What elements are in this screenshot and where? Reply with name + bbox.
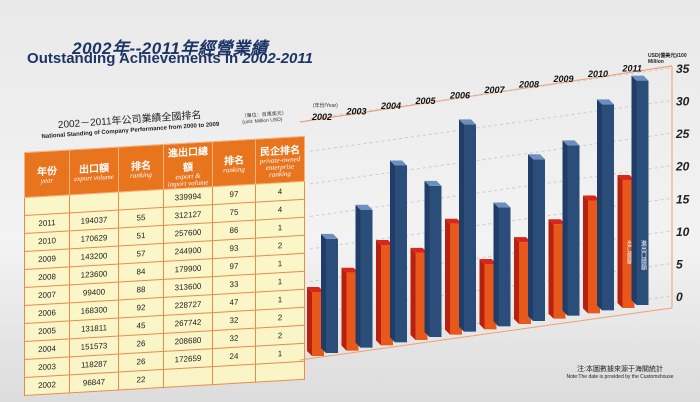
bar-total xyxy=(464,124,476,332)
y-axis-label: USD(億美元)/100 Million xyxy=(648,53,687,65)
x-tick-label: 2006 xyxy=(449,90,471,100)
bar-side xyxy=(528,154,533,321)
gridline xyxy=(309,100,673,152)
y-tick-label: 20 xyxy=(675,160,690,174)
gridline xyxy=(309,67,673,120)
bar-top xyxy=(321,233,338,239)
bar-side xyxy=(307,286,312,356)
bar-top xyxy=(459,119,476,125)
x-tick-label: 2005 xyxy=(415,96,437,106)
bar-total xyxy=(498,207,511,327)
bar-top xyxy=(445,218,462,224)
gridline xyxy=(309,132,673,185)
bar-total xyxy=(636,80,649,305)
y-tick-label: 0 xyxy=(676,290,683,304)
bar-side xyxy=(479,258,485,330)
note-cn: 注:本圖數據來源于海關統計 xyxy=(577,366,663,373)
bar-top xyxy=(514,237,531,243)
top-axis-line xyxy=(299,65,673,123)
bar-side xyxy=(390,160,395,343)
y-tick-label: 10 xyxy=(676,225,690,239)
x-tick-label: 2007 xyxy=(484,85,506,95)
x-tick-label: 2003 xyxy=(346,107,367,117)
bar-top xyxy=(562,140,580,146)
x-tick-label: 2011 xyxy=(622,63,642,73)
bar-side xyxy=(376,240,381,346)
bar-top xyxy=(424,180,442,186)
bar-total xyxy=(567,145,580,316)
bar-side xyxy=(617,174,623,308)
bar-side xyxy=(562,140,568,316)
bar-top xyxy=(307,286,324,292)
bar-side xyxy=(548,219,554,319)
bar-side xyxy=(459,119,464,332)
bar-total xyxy=(360,209,373,348)
bar-top xyxy=(479,258,497,264)
source-note: 注:本圖數據來源于海關統計 Note:The date is provided … xyxy=(560,364,680,380)
y-tick-label: 15 xyxy=(676,192,690,206)
bar-side xyxy=(514,237,519,324)
bar-top xyxy=(631,75,649,81)
bar-top xyxy=(583,195,600,201)
bar-side xyxy=(341,267,347,351)
bar-top xyxy=(355,204,373,210)
bar-side xyxy=(424,180,430,337)
bar-side xyxy=(445,218,450,335)
title-cn: 2002年--2011年經營業績 xyxy=(72,39,268,58)
bar-top xyxy=(376,240,393,246)
bar-total xyxy=(602,104,614,311)
title-en-prefix: Outstanding Achievements in xyxy=(27,50,243,67)
bar-side xyxy=(597,99,602,311)
bar-top xyxy=(617,174,635,180)
title-en-years: 2002-2011 xyxy=(242,50,313,67)
note-en: Note:The date is provided by the Customs… xyxy=(566,374,674,380)
x-axis-label: (年份/Year) xyxy=(313,102,338,109)
y-tick-label: 5 xyxy=(676,257,683,271)
bar-total xyxy=(326,238,338,353)
bar-top xyxy=(548,219,566,225)
bar-side xyxy=(410,247,416,340)
bar-total xyxy=(429,185,442,337)
bar-top xyxy=(410,247,428,253)
title-en: Outstanding Achievements in 2002-2011 xyxy=(0,50,340,67)
bar-top xyxy=(390,160,407,166)
y-tick-label: 30 xyxy=(676,95,690,109)
bar-side xyxy=(355,204,361,348)
bar-side xyxy=(321,233,326,353)
bar-top xyxy=(341,267,359,273)
bar-side xyxy=(583,195,588,314)
x-tick-label: 2004 xyxy=(380,101,401,111)
bar-top xyxy=(493,202,511,208)
x-tick-label: 2002 xyxy=(311,112,332,122)
x-tick-label: 2009 xyxy=(553,74,574,84)
bar-top xyxy=(597,99,614,105)
bar-side xyxy=(631,75,637,305)
bar-top xyxy=(528,154,545,160)
x-tick-label: 2010 xyxy=(587,69,608,79)
bar-total xyxy=(395,165,407,343)
series-label: 進出口總額 xyxy=(640,239,647,271)
bar-side xyxy=(493,202,499,327)
series-label: 出口總額 xyxy=(626,239,633,265)
x-tick-label: 2008 xyxy=(518,80,539,90)
y-tick-label: 35 xyxy=(676,62,690,76)
bar-total xyxy=(533,159,545,321)
y-tick-label: 25 xyxy=(675,127,690,141)
base-axis-line xyxy=(299,307,673,361)
